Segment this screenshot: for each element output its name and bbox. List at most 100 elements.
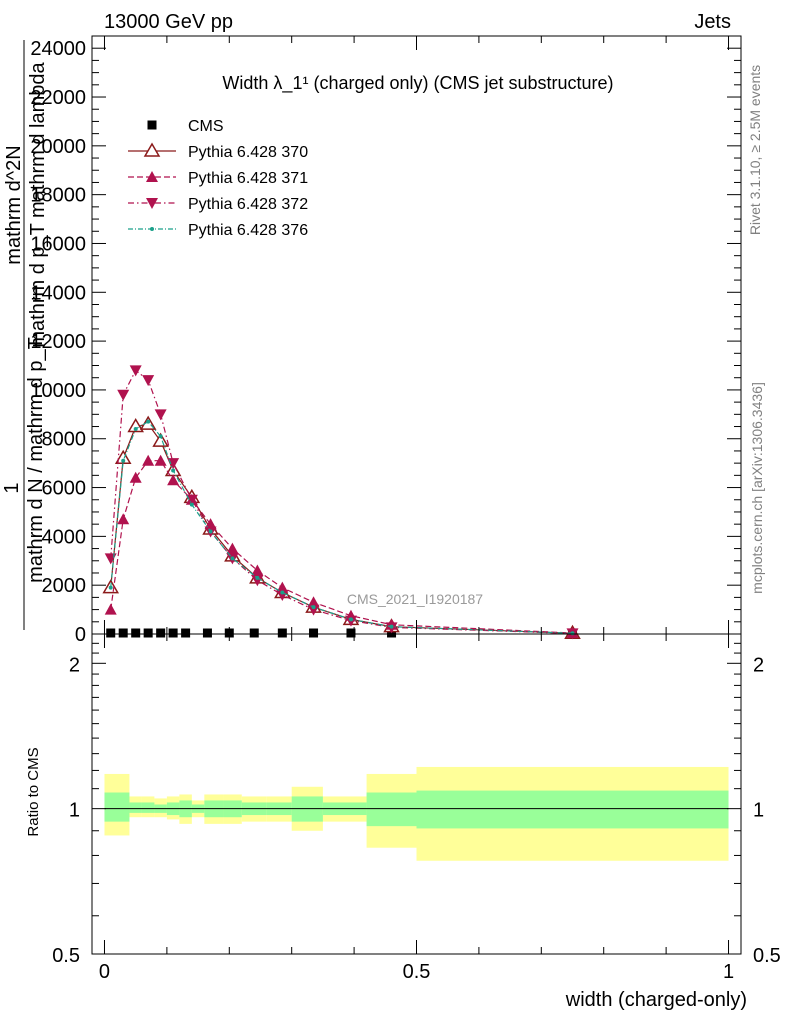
y-tick-label: 18000 [30,185,86,207]
data-point-cms [309,628,319,638]
series-4 [108,419,575,636]
legend-label: Pythia 6.428 370 [188,144,308,161]
ratio-y-tick-label: 2 [69,654,80,676]
ratio-inner-band [416,790,729,829]
data-point-376 [311,605,316,610]
y-tick-label: 4000 [42,526,87,548]
series-line [110,423,573,634]
series-line [110,369,573,634]
energy-label: 13000 GeV pp [104,11,233,33]
series-line [110,460,573,634]
ratio-inner-band [104,792,130,822]
x-tick-label: 1 [723,961,734,983]
data-point-cms [249,628,259,638]
data-point-cms [131,628,141,638]
legend-label: Pythia 6.428 372 [188,196,308,213]
data-point-370 [143,142,161,157]
series-1 [102,415,581,640]
legend-entry: Pythia 6.428 370 [128,142,308,161]
data-point-371 [154,454,167,466]
data-point-372 [251,575,264,587]
legend-entry: Pythia 6.428 371 [128,170,308,187]
data-point-372 [146,198,158,209]
rivet-label: Rivet 3.1.10, ≥ 2.5M events [747,65,763,235]
data-point-372 [117,389,130,401]
data-point-376 [171,468,176,473]
data-point-371 [104,603,117,615]
ratio-y-label: Ratio to CMS [25,747,42,836]
legend-label: Pythia 6.428 371 [188,170,308,187]
y-tick-label: 10000 [30,380,86,402]
y-tick-label: 8000 [42,429,87,451]
data-point-370 [127,418,144,433]
main-plot-area [102,365,581,640]
data-point-371 [307,596,320,608]
ratio-inner-band [366,792,417,827]
x-tick-label: 0 [99,961,110,983]
data-point-376 [348,617,353,622]
data-point-cms [156,628,166,638]
data-point-372 [276,589,289,601]
data-point-376 [133,426,138,431]
main-y-label: 1 mathrm d N / mathrm d p_T mathrm d^2N … [1,40,49,630]
data-point-371 [146,171,158,182]
data-point-371 [167,474,180,486]
data-point-cms [346,628,356,638]
y-tick-label: 0 [75,624,86,646]
x-axis-label: width (charged-only) [565,989,747,1011]
y-tick-label: 14000 [30,282,86,304]
ratio-y-axis: 0.5 0.5 1 1 2 2 [52,642,781,967]
data-point-371 [117,513,130,525]
data-point-371 [129,471,142,483]
process-label: Jets [694,11,731,33]
y-label-denominator: mathrm d N / mathrm d p_T [25,337,47,583]
data-point-376 [389,624,394,629]
legend-entry: Pythia 6.428 376 [128,222,308,239]
mcplots-label: mcplots.cern.ch [arXiv:1306.3436] [749,382,765,594]
data-point-cms [106,628,116,638]
legend-entry: CMS [147,118,224,135]
y-tick-label: 20000 [30,136,86,158]
y-tick-label: 6000 [42,478,87,500]
analysis-watermark: CMS_2021_I1920187 [347,591,483,607]
data-point-372 [307,604,320,616]
y-label-inner-denominator: mathrm d p_T mathrm d lambda [27,61,49,347]
y-tick-label: 22000 [30,87,86,109]
plot-title: Width λ_1¹ (charged only) (CMS jet subst… [222,73,613,94]
data-point-376 [121,458,126,463]
data-point-372 [142,375,155,387]
main-y-axis: 0 2000 4000 6000 8000 10000 12000 14000 16000 180… [30,36,741,646]
data-point-376 [255,575,260,580]
data-point-cms [277,628,287,638]
ratio-x-axis: 0 0.5 1 [99,634,734,983]
ratio-inner-band [141,802,155,813]
data-point-376 [280,590,285,595]
data-point-376 [108,585,113,590]
ratio-plot-area [104,766,729,861]
data-point-376 [570,631,575,636]
legend: CMS Pythia 6.428 370 Pythia 6.428 371 Pythi… [128,118,308,239]
data-point-372 [129,365,142,377]
data-point-371 [276,581,289,593]
data-point-376 [230,556,235,561]
ratio-y-tick-label-right: 1 [753,800,764,822]
data-point-cms [181,628,191,638]
data-point-376 [189,502,194,507]
data-point-371 [142,454,155,466]
y-label-inner-numerator: mathrm d^2N [3,145,25,264]
ratio-y-tick-label-right: 2 [753,654,764,676]
data-point-cms [118,628,128,638]
legend-label: Pythia 6.428 376 [188,222,308,239]
data-point-376 [146,419,151,424]
data-point-376 [158,434,163,439]
data-point-372 [104,553,117,565]
legend-label: CMS [188,118,224,135]
data-point-372 [154,409,167,421]
data-point-370 [152,432,169,447]
data-point-cms [168,628,178,638]
series-2 [104,454,579,639]
y-tick-label: 16000 [30,233,86,255]
data-point-cms [147,120,157,130]
y-tick-label: 24000 [30,38,86,60]
